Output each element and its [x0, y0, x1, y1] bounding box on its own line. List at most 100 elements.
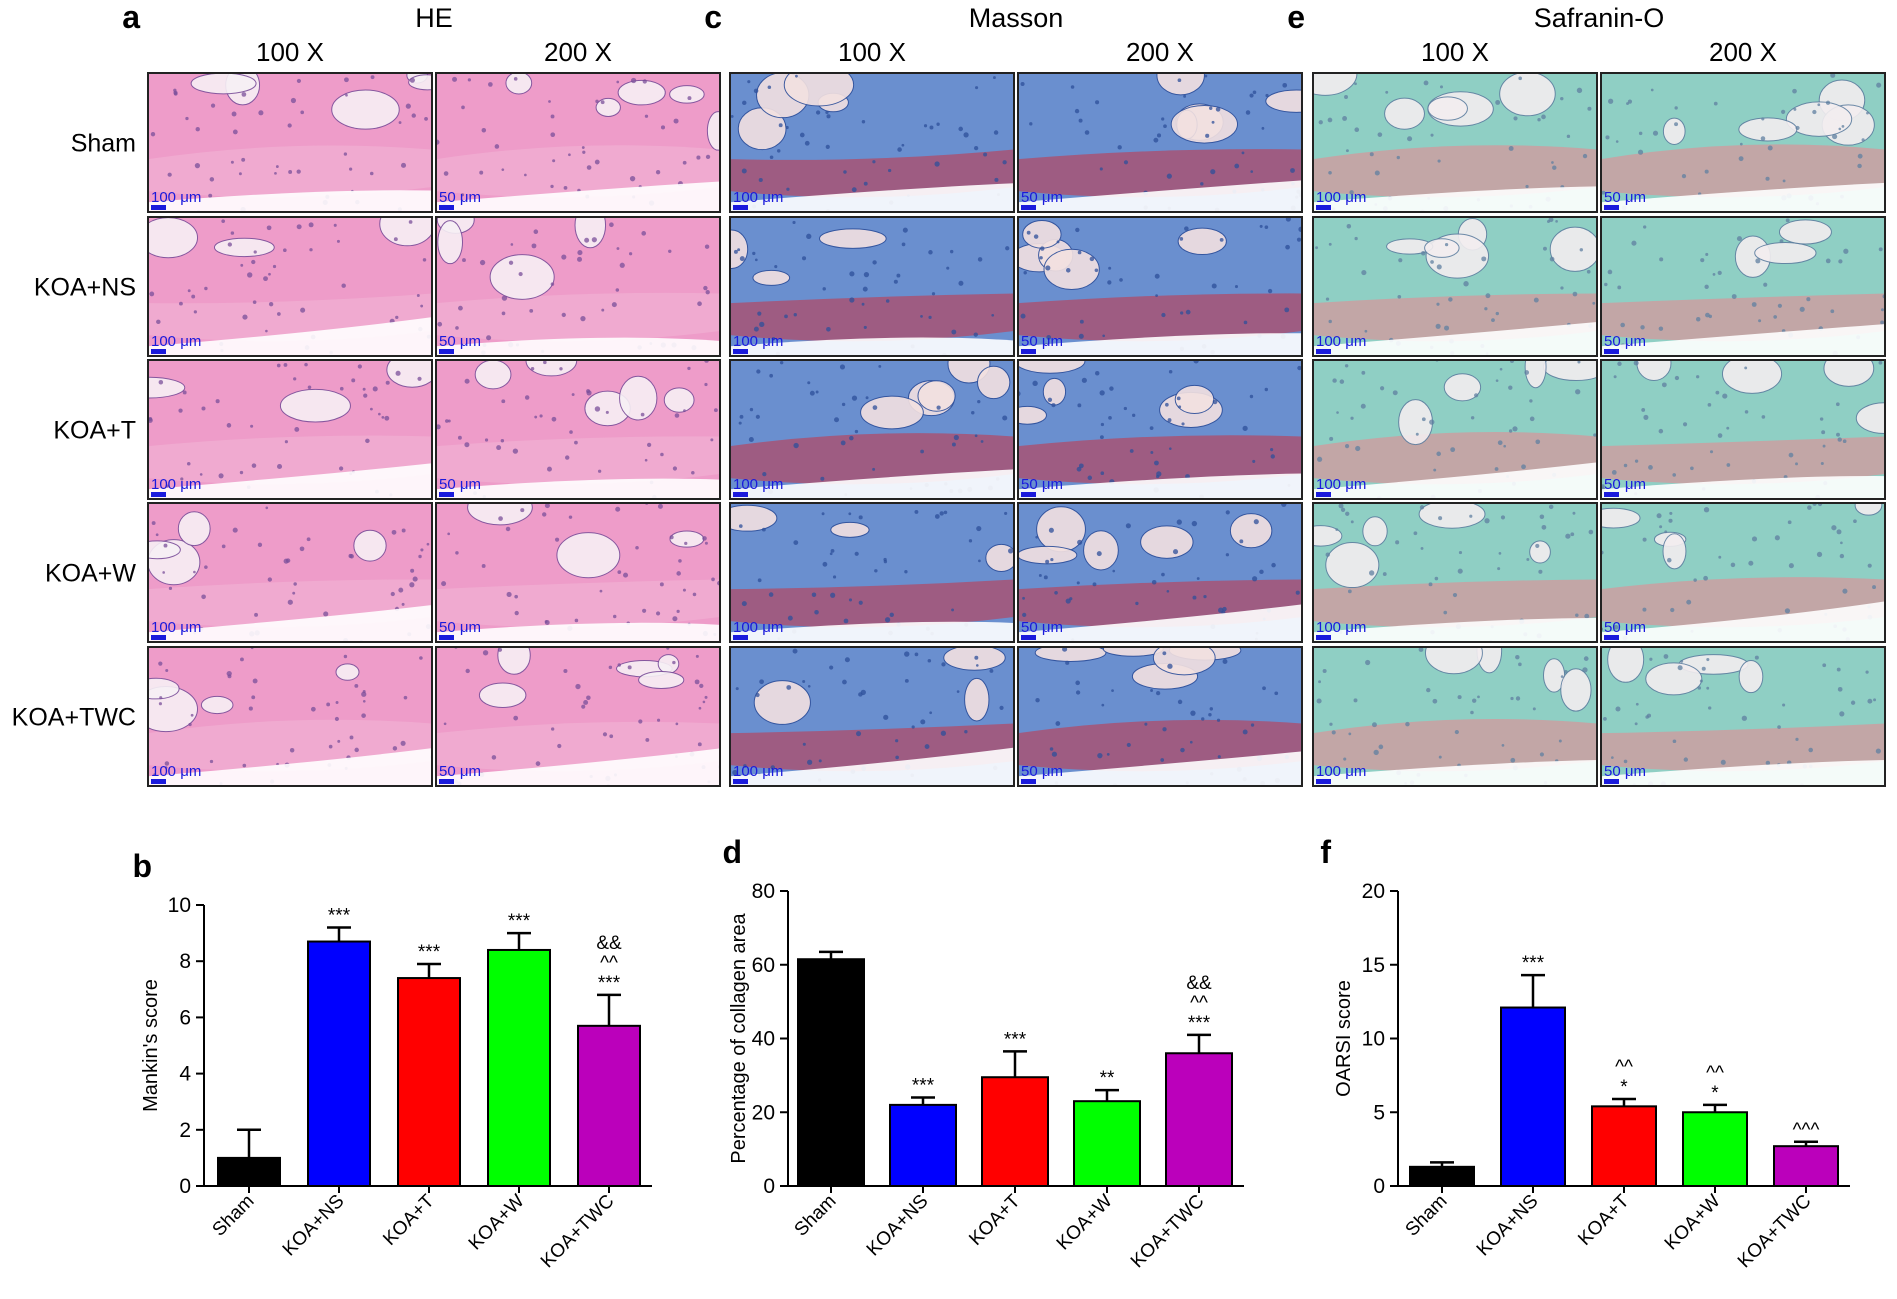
chondrocyte	[1035, 535, 1038, 539]
chondrocyte	[204, 286, 208, 291]
chondrocyte	[1149, 426, 1154, 431]
chondrocyte	[1836, 432, 1840, 437]
chondrocyte	[595, 99, 599, 104]
chondrocyte	[1077, 403, 1082, 408]
marrow-space	[1325, 542, 1380, 589]
chondrocyte	[384, 415, 390, 421]
chondrocyte	[1816, 551, 1823, 558]
chondrocyte	[1512, 426, 1518, 432]
chondrocyte	[1161, 572, 1165, 577]
chondrocyte	[655, 611, 661, 616]
chondrocyte	[1635, 702, 1639, 706]
scale-bar	[1021, 492, 1036, 497]
chondrocyte	[455, 551, 459, 555]
chondrocyte	[934, 514, 940, 519]
chondrocyte	[1631, 240, 1637, 246]
significance-mark: ^^	[1706, 1063, 1724, 1084]
chondrocyte	[496, 445, 502, 451]
chondrocyte	[755, 414, 760, 419]
micrograph-masson-koa-t-200x: 50 μm	[1017, 359, 1303, 500]
marrow-space	[474, 360, 512, 390]
scale-bar	[1316, 492, 1331, 497]
micrograph-content: 100 μm	[148, 647, 432, 786]
chondrocyte	[1642, 607, 1647, 612]
scale-bar	[151, 205, 166, 210]
marrow-space	[177, 511, 211, 547]
chondrocyte	[240, 657, 244, 662]
chondrocyte	[1582, 667, 1588, 673]
chondrocyte	[1043, 575, 1048, 580]
chondrocyte	[1252, 459, 1256, 463]
micrograph-border	[435, 72, 721, 213]
chondrocyte	[1144, 722, 1148, 726]
chondrocyte	[777, 149, 781, 153]
chondrocyte	[1331, 730, 1336, 735]
chondrocyte	[1499, 367, 1503, 371]
chondrocyte	[481, 128, 487, 133]
chondrocyte	[240, 263, 244, 267]
chondrocyte	[586, 390, 592, 396]
chondrocyte	[887, 168, 892, 173]
chondrocyte	[759, 679, 764, 685]
scale-bar-label: 100 μm	[151, 189, 201, 206]
chondrocyte	[159, 696, 163, 700]
chondrocyte	[1579, 248, 1584, 252]
chondrocyte	[390, 591, 395, 597]
marrow-space	[478, 682, 527, 708]
chondrocyte	[443, 722, 447, 726]
micrograph-border	[1312, 646, 1598, 787]
micrograph-border	[1312, 502, 1598, 643]
chondrocyte	[1683, 757, 1688, 762]
chondrocyte	[672, 466, 678, 471]
chondrocyte	[820, 476, 825, 481]
chondrocyte	[1176, 396, 1181, 401]
chondrocyte	[883, 559, 888, 564]
chondrocyte	[1340, 507, 1346, 512]
chondrocyte	[756, 369, 761, 374]
chondrocyte	[486, 335, 492, 341]
micrograph-border	[147, 502, 433, 643]
chondrocyte	[1656, 513, 1662, 519]
chondrocyte	[1382, 572, 1387, 576]
chondrocyte	[941, 662, 946, 667]
chondrocyte	[795, 74, 798, 78]
chondrocyte	[457, 435, 462, 440]
cartilage-zone	[1313, 718, 1597, 772]
y-axis-label: Percentage of collagen area	[728, 913, 750, 1164]
chondrocyte	[605, 410, 609, 414]
micrograph-content: 50 μm	[1601, 73, 1885, 212]
chondrocyte	[1820, 461, 1824, 466]
chondrocyte	[296, 224, 302, 230]
chondrocyte	[226, 423, 232, 428]
chondrocyte	[1368, 570, 1375, 576]
chondrocyte	[743, 764, 747, 768]
joint-space	[1018, 751, 1302, 786]
chondrocyte	[1560, 675, 1564, 678]
chondrocyte	[1192, 595, 1197, 600]
scale-bar-label: 50 μm	[439, 619, 481, 636]
chondrocyte	[1592, 301, 1596, 305]
chondrocyte	[884, 617, 891, 623]
chondrocyte	[1421, 251, 1426, 256]
chondrocyte	[1785, 218, 1790, 223]
chondrocyte	[1396, 155, 1400, 160]
chondrocyte	[1168, 447, 1172, 450]
chondrocyte	[802, 742, 806, 746]
chondrocyte	[1201, 717, 1205, 721]
chondrocyte	[675, 722, 679, 726]
chondrocyte	[363, 393, 368, 398]
chondrocyte	[292, 591, 296, 595]
chondrocyte	[276, 363, 281, 368]
chondrocyte	[1327, 117, 1333, 123]
chondrocyte	[1239, 539, 1244, 544]
chondrocyte	[1704, 169, 1709, 174]
chondrocyte	[156, 319, 161, 325]
chondrocyte	[513, 715, 519, 721]
chondrocyte	[1667, 557, 1672, 563]
chondrocyte	[1354, 127, 1360, 133]
chondrocyte	[1129, 449, 1134, 453]
joint-space	[1601, 476, 1885, 499]
chondrocyte	[1500, 515, 1506, 520]
chondrocyte	[1605, 135, 1610, 140]
chondrocyte	[422, 258, 427, 262]
